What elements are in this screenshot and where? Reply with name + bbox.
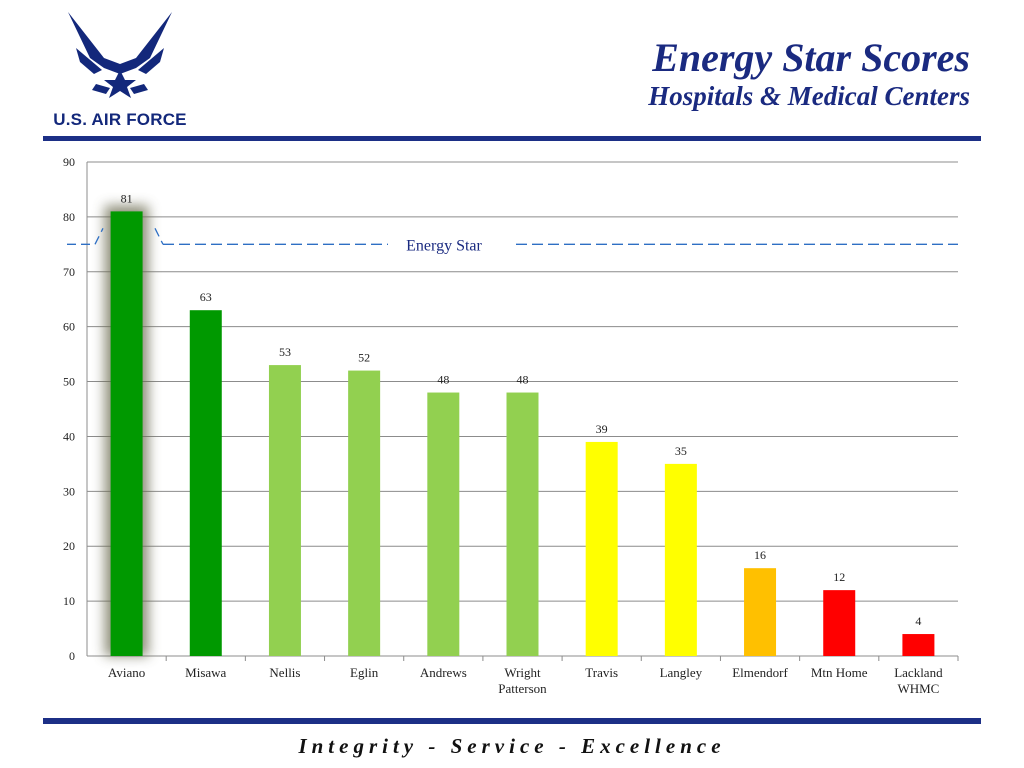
reference-line-segment [94, 228, 104, 245]
x-category-label: WHMC [897, 681, 939, 696]
footer-motto: Integrity - Service - Excellence [298, 734, 726, 758]
slide-title: Energy Star Scores [652, 35, 970, 80]
bar [348, 370, 381, 656]
y-tick-label: 20 [63, 539, 75, 553]
bar [664, 463, 697, 656]
y-tick-label: 30 [63, 484, 75, 498]
bar [506, 392, 539, 656]
x-category-label: Misawa [185, 665, 226, 680]
x-category-label: Nellis [269, 665, 300, 680]
bar [902, 634, 935, 656]
y-tick-label: 10 [63, 594, 75, 608]
air-force-logo: U.S. AIR FORCE [40, 8, 200, 134]
bar [585, 441, 618, 656]
x-category-label: Lackland [894, 665, 943, 680]
x-category-label: Travis [585, 665, 618, 680]
air-force-wings-icon [68, 12, 172, 98]
slide-title-block: Energy Star Scores Hospitals & Medical C… [648, 36, 970, 112]
x-category-label: Aviano [108, 665, 145, 680]
slide-subtitle: Hospitals & Medical Centers [648, 81, 970, 111]
data-label: 35 [675, 444, 687, 458]
bar [110, 211, 143, 656]
data-label: 39 [596, 422, 608, 436]
y-tick-label: 70 [63, 265, 75, 279]
data-label: 12 [833, 570, 845, 584]
logo-text: U.S. AIR FORCE [53, 110, 187, 129]
bar [268, 365, 301, 656]
y-tick-label: 0 [69, 649, 75, 663]
data-label: 48 [437, 373, 449, 387]
energy-star-bar-chart: 0 10 20 30 40 50 60 70 80 90 81 Aviano 63 Misawa 53 Nel… [63, 155, 959, 696]
bar [744, 568, 777, 656]
x-category-label: Eglin [350, 665, 379, 680]
x-category-label: Langley [660, 665, 703, 680]
data-label: 81 [121, 191, 133, 205]
x-category-label: Patterson [498, 681, 547, 696]
x-category-label: Wright [504, 665, 541, 680]
bar [823, 590, 856, 656]
x-category-label: Elmendorf [732, 665, 788, 680]
data-label: 48 [517, 373, 529, 387]
data-label: 52 [358, 351, 370, 365]
bar [427, 392, 460, 656]
reference-line-segment [154, 228, 164, 245]
x-category-label: Mtn Home [811, 665, 868, 680]
data-label: 4 [915, 614, 921, 628]
footer-divider [43, 718, 981, 724]
bar [189, 310, 222, 656]
y-tick-label: 40 [63, 429, 75, 443]
reference-line-label: Energy Star [406, 237, 482, 254]
y-tick-label: 60 [63, 320, 75, 334]
data-label: 16 [754, 548, 766, 562]
y-tick-label: 50 [63, 375, 75, 389]
x-category-label: Andrews [420, 665, 467, 680]
y-tick-label: 80 [63, 210, 75, 224]
header-divider [43, 136, 981, 141]
data-label: 53 [279, 345, 291, 359]
y-tick-label: 90 [63, 155, 75, 169]
data-label: 63 [200, 290, 212, 304]
